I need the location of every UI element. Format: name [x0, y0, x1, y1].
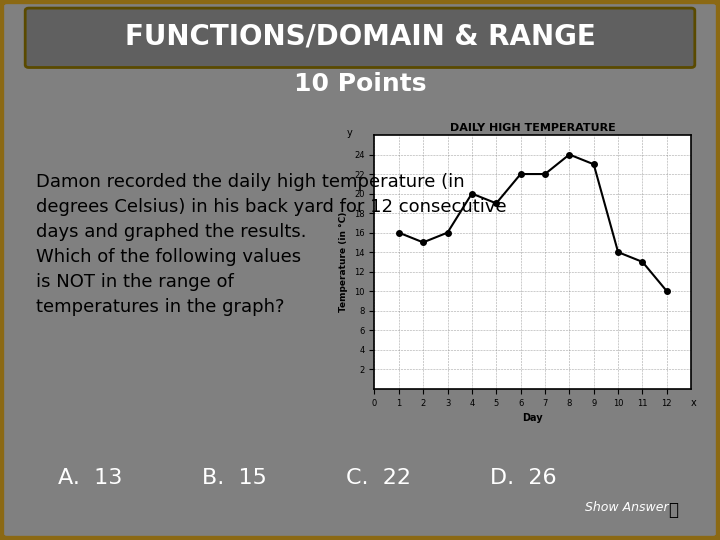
X-axis label: Day: Day	[523, 413, 543, 423]
Text: C.  22: C. 22	[346, 468, 410, 488]
Y-axis label: Temperature (in °C): Temperature (in °C)	[340, 212, 348, 312]
Text: A.  13: A. 13	[58, 468, 122, 488]
Text: Damon recorded the daily high temperature (in
degrees Celsius) in his back yard : Damon recorded the daily high temperatur…	[36, 173, 507, 316]
Text: 📖: 📖	[668, 501, 678, 519]
Text: x: x	[690, 399, 696, 408]
Text: D.  26: D. 26	[490, 468, 557, 488]
Text: 10 Points: 10 Points	[294, 72, 426, 96]
Text: FUNCTIONS/DOMAIN & RANGE: FUNCTIONS/DOMAIN & RANGE	[125, 22, 595, 50]
Text: y: y	[347, 128, 353, 138]
Title: DAILY HIGH TEMPERATURE: DAILY HIGH TEMPERATURE	[450, 123, 616, 133]
Text: B.  15: B. 15	[202, 468, 266, 488]
Text: Show Answer: Show Answer	[585, 501, 668, 514]
